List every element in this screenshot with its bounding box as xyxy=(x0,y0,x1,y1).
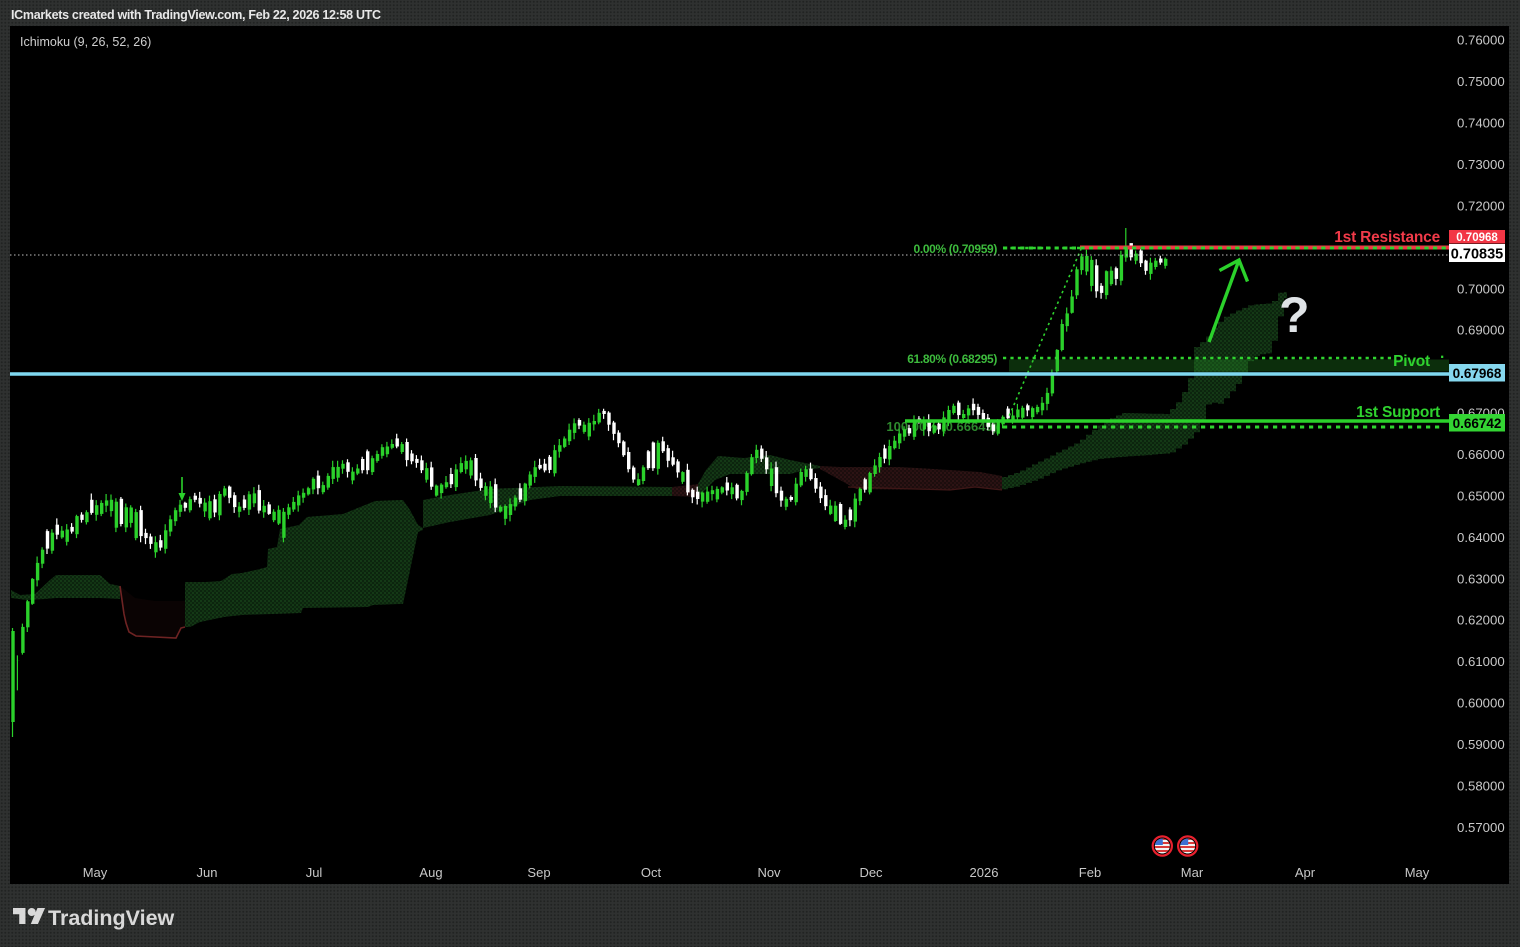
svg-text:1st Support: 1st Support xyxy=(1356,404,1440,421)
svg-text:0.64000: 0.64000 xyxy=(1457,530,1505,545)
svg-text:0.76000: 0.76000 xyxy=(1457,33,1505,48)
svg-text:0.69000: 0.69000 xyxy=(1457,323,1505,338)
svg-text:0.57000: 0.57000 xyxy=(1457,820,1505,835)
svg-text:May: May xyxy=(83,865,108,880)
svg-text:0.66742: 0.66742 xyxy=(1453,416,1502,431)
svg-text:0.74000: 0.74000 xyxy=(1457,116,1505,131)
svg-text:Feb: Feb xyxy=(1079,865,1101,880)
svg-text:0.67968: 0.67968 xyxy=(1453,366,1502,381)
svg-text:0.70968: 0.70968 xyxy=(1456,232,1498,244)
svg-text:TradingView: TradingView xyxy=(48,906,175,930)
svg-text:Jun: Jun xyxy=(197,865,218,880)
svg-text:0.62000: 0.62000 xyxy=(1457,613,1505,628)
svg-text:2026: 2026 xyxy=(970,865,999,880)
svg-text:0.60000: 0.60000 xyxy=(1457,696,1505,711)
svg-text:0.65000: 0.65000 xyxy=(1457,488,1505,503)
svg-text:0.66000: 0.66000 xyxy=(1457,447,1505,462)
svg-text:0.59000: 0.59000 xyxy=(1457,737,1505,752)
svg-text:0.61000: 0.61000 xyxy=(1457,654,1505,669)
svg-text:Nov: Nov xyxy=(757,865,781,880)
svg-text:0.73000: 0.73000 xyxy=(1457,157,1505,172)
svg-text:Mar: Mar xyxy=(1181,865,1204,880)
svg-text:0.00% (0.70959): 0.00% (0.70959) xyxy=(914,242,998,256)
svg-text:0.58000: 0.58000 xyxy=(1457,778,1505,793)
svg-text:Pivot: Pivot xyxy=(1393,353,1430,370)
svg-text:0.63000: 0.63000 xyxy=(1457,571,1505,586)
svg-text:0.72000: 0.72000 xyxy=(1457,198,1505,213)
svg-text:Dec: Dec xyxy=(859,865,883,880)
svg-text:0.70835: 0.70835 xyxy=(1451,247,1503,263)
svg-text:Jul: Jul xyxy=(306,865,323,880)
svg-text:Ichimoku (9, 26, 52, 26): Ichimoku (9, 26, 52, 26) xyxy=(20,35,151,49)
svg-text:Oct: Oct xyxy=(641,865,662,880)
svg-text:0.70000: 0.70000 xyxy=(1457,281,1505,296)
svg-text:61.80% (0.68295): 61.80% (0.68295) xyxy=(907,352,997,366)
svg-text:Sep: Sep xyxy=(527,865,550,880)
svg-text:0.75000: 0.75000 xyxy=(1457,74,1505,89)
svg-text:Apr: Apr xyxy=(1295,865,1316,880)
svg-text:May: May xyxy=(1405,865,1430,880)
svg-text:·: · xyxy=(1440,349,1445,366)
svg-text:ICmarkets created with Trading: ICmarkets created with TradingView.com, … xyxy=(11,8,381,22)
svg-text:?: ? xyxy=(1279,287,1310,343)
svg-text:1st Resistance: 1st Resistance xyxy=(1334,229,1440,246)
svg-text:Aug: Aug xyxy=(419,865,442,880)
